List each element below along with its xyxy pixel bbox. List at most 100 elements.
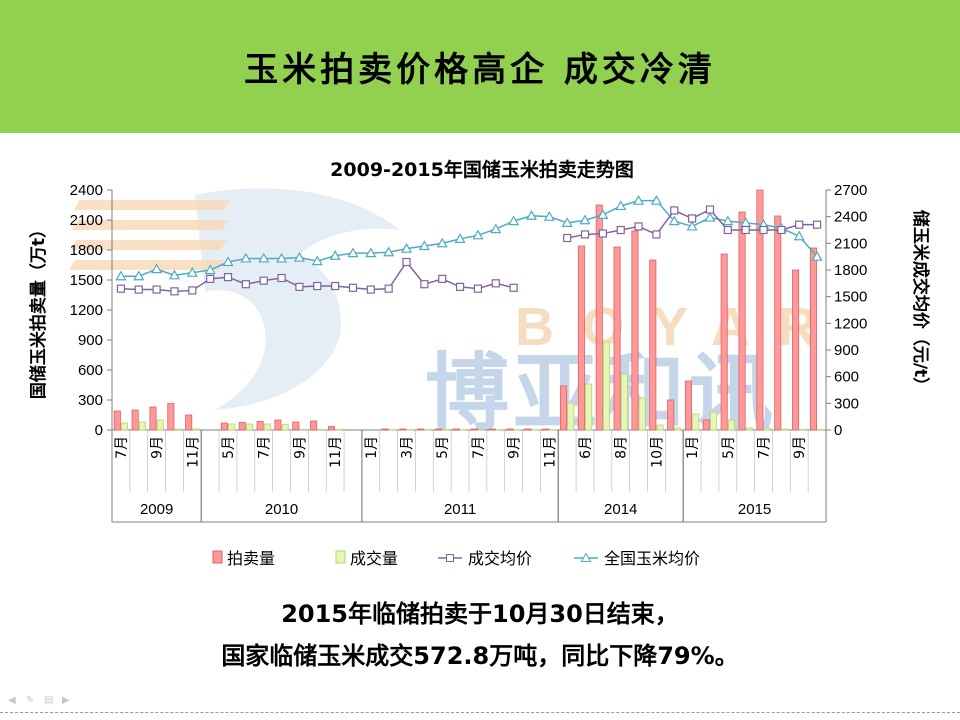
national-price-point (793, 230, 805, 241)
auction-bar (185, 414, 193, 431)
watermark-logo-bird (195, 188, 400, 410)
national-price-point (436, 237, 448, 248)
watermark-latin: BOYAR (515, 297, 845, 357)
national-price-point (151, 263, 163, 274)
national-price-point (454, 233, 466, 243)
national-price-point (543, 210, 555, 221)
avg-price-point (348, 283, 358, 292)
national-price-point (383, 246, 395, 257)
y-left-tick-label: 2100 (70, 212, 103, 229)
auction-bar (381, 428, 389, 431)
auction-bar (738, 211, 746, 431)
legend-national-price-marker (580, 552, 592, 562)
x-tick-label: 11月 (328, 436, 344, 468)
deal-bar (745, 427, 753, 431)
y-left-tick-label: 900 (78, 332, 103, 349)
national-price-point (508, 215, 520, 226)
national-price-line (120, 199, 818, 277)
national-price-point (204, 264, 216, 275)
y-right-tick-label: 900 (834, 342, 859, 359)
national-price-point (472, 229, 484, 240)
auction-bar (792, 269, 800, 431)
x-tick-label: 7月 (257, 436, 273, 459)
year-label: 2009 (140, 501, 173, 518)
auction-bar (113, 410, 121, 431)
auction-bar (542, 428, 550, 431)
deal-bar (156, 419, 164, 431)
x-tick-label: 8月 (614, 436, 630, 459)
next-slide-icon[interactable]: ▶ (62, 695, 70, 706)
national-price-point (722, 215, 734, 226)
legend-deal-label: 成交量 (350, 549, 398, 568)
auction-bar (756, 189, 764, 431)
auction-bar (702, 419, 710, 431)
bars (113, 189, 825, 431)
avg-price-point (170, 287, 179, 296)
summary-line-1: 2015年临储拍卖于10月30日结束， (281, 600, 679, 628)
x-tick-label: 9月 (507, 436, 523, 459)
y-left-tick-label: 0 (95, 422, 103, 439)
summary: 2015年临储拍卖于10月30日结束， 国家临储玉米成交572.8万吨，同比下降… (0, 593, 960, 677)
auction-bar (167, 403, 175, 431)
national-price-point (597, 209, 609, 219)
avg-price-point (705, 205, 715, 214)
avg-price-point (420, 280, 429, 289)
national-price-point (490, 223, 502, 234)
y-right-tick-label: 2100 (834, 235, 867, 252)
auction-bar (274, 419, 282, 431)
auction-bar (774, 215, 782, 431)
deal-bar (710, 411, 718, 431)
legend-avg-price-label: 成交均价 (468, 549, 532, 568)
legend-national-price-label: 全国玉米均价 (604, 549, 700, 568)
deal-bar (263, 423, 271, 431)
national-price-point (615, 200, 627, 211)
deal-bar (228, 423, 236, 431)
avg-price-point (188, 286, 197, 295)
avg-price-point (491, 279, 500, 288)
avg-price-point (259, 276, 268, 285)
deal-bar (620, 373, 628, 431)
national-price-point (222, 256, 234, 267)
prev-slide-icon[interactable]: ◀ (8, 695, 16, 706)
y-right-tick-label: 2700 (834, 182, 867, 199)
y-left-tick-label: 1500 (70, 272, 103, 289)
y-left-tick-label: 1800 (70, 242, 103, 259)
x-tick-label: 6月 (578, 436, 594, 459)
axes: 0 300 600 900 1200 1500 1800 2100 2400 0 300 600 900… (70, 182, 867, 523)
year-label: 2015 (738, 501, 771, 518)
auction-bar (667, 399, 675, 431)
national-price-point (115, 270, 127, 281)
national-price-point (650, 194, 662, 205)
avg-price-point (402, 257, 411, 267)
y-right-tick-label: 1500 (834, 289, 867, 306)
menu-icon[interactable]: ▤ (44, 695, 54, 706)
auction-bar (238, 422, 246, 431)
year-label: 2011 (444, 501, 476, 518)
auction-bar (684, 380, 693, 431)
avg-price-point (598, 229, 607, 238)
slide-nav[interactable]: ◀ ✎ ▤ ▶ (8, 696, 74, 712)
pen-icon[interactable]: ✎ (26, 695, 35, 706)
deal-bar (138, 421, 146, 431)
y-left-tick-label: 1200 (70, 302, 103, 319)
x-tick-label: 1月 (685, 436, 701, 459)
x-tick-label: 7月 (757, 436, 773, 459)
watermark-logo-stripes (69, 200, 230, 270)
auction-bar (452, 428, 460, 431)
y-right-tick-label: 1800 (834, 262, 867, 279)
auction-bar (577, 245, 585, 431)
bottom-rule (0, 712, 960, 713)
deal-bar (335, 429, 343, 431)
slide-title: 玉米拍卖价格高企 成交冷清 (244, 50, 716, 90)
year-label: 2010 (265, 501, 298, 518)
avg-price-point (509, 283, 518, 292)
auction-bar (649, 259, 657, 431)
national-price-point (168, 269, 181, 280)
auction-bar (560, 385, 568, 431)
national-price-point (686, 220, 698, 231)
auction-bar (470, 428, 478, 431)
avg-price-point (295, 282, 304, 291)
x-tick-label: 7月 (471, 436, 487, 459)
legend-deal-swatch (335, 550, 346, 564)
auction-bar (506, 428, 514, 431)
